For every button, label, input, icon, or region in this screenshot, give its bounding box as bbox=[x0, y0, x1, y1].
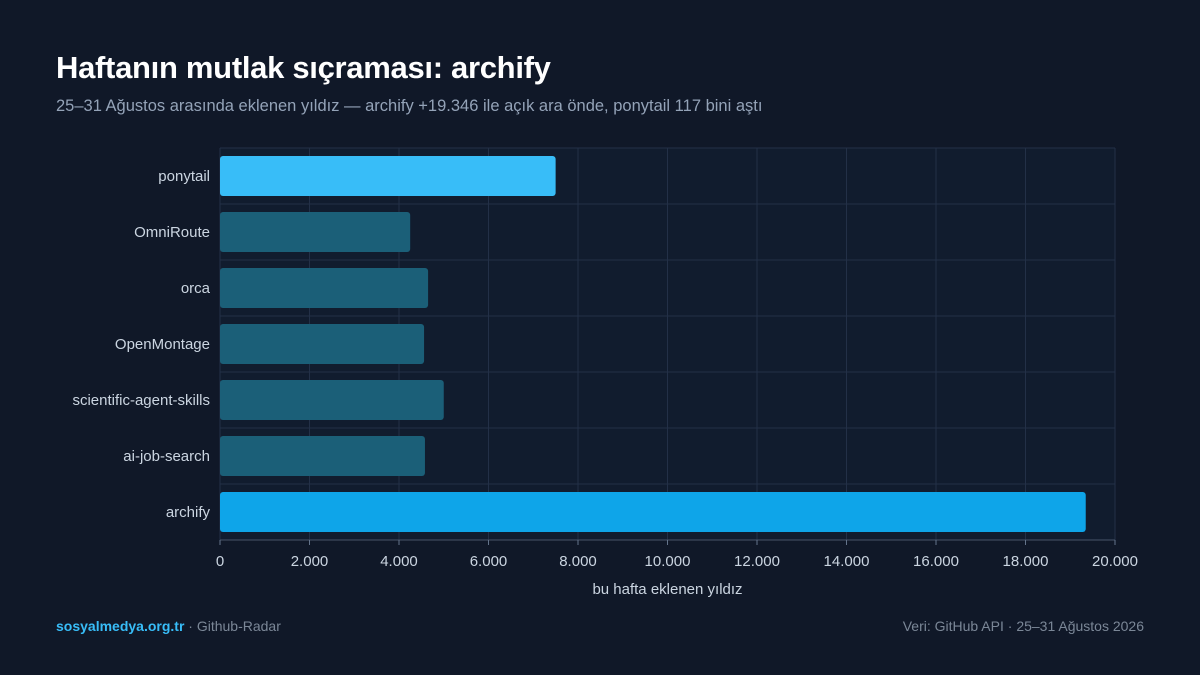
category-label: archify bbox=[166, 504, 211, 521]
x-axis-label: bu hafta eklenen yıldız bbox=[592, 581, 742, 598]
bar-ai-job-search bbox=[220, 436, 425, 476]
x-tick-label: 18.000 bbox=[1003, 553, 1049, 570]
footer-separator: · bbox=[184, 618, 197, 634]
x-tick-label: 4.000 bbox=[380, 553, 418, 570]
bar-OpenMontage bbox=[220, 324, 425, 364]
chart-title: Haftanın mutlak sıçraması: archify bbox=[56, 50, 551, 85]
x-tick-label: 8.000 bbox=[559, 553, 597, 570]
x-tick-label: 2.000 bbox=[291, 553, 329, 570]
bar-scientific-agent-skills bbox=[220, 380, 444, 420]
category-label: OpenMontage bbox=[115, 336, 210, 353]
bar-orca bbox=[220, 268, 429, 308]
x-tick-label: 10.000 bbox=[645, 553, 691, 570]
category-label: ai-job-search bbox=[123, 448, 210, 465]
x-tick-label: 0 bbox=[216, 553, 224, 570]
footer-project: Github-Radar bbox=[196, 618, 281, 634]
chart-subtitle: 25–31 Ağustos arasında eklenen yıldız — … bbox=[56, 97, 763, 115]
category-label: OmniRoute bbox=[134, 224, 210, 241]
bar-archify bbox=[220, 492, 1086, 532]
brand-link[interactable]: sosyalmedya.org.tr bbox=[56, 618, 185, 634]
x-tick-label: 14.000 bbox=[824, 553, 870, 570]
x-tick-label: 16.000 bbox=[913, 553, 959, 570]
x-tick-label: 20.000 bbox=[1092, 553, 1138, 570]
category-label: ponytail bbox=[158, 168, 210, 185]
data-source: Veri: GitHub API · 25–31 Ağustos 2026 bbox=[902, 618, 1144, 634]
bar-OmniRoute bbox=[220, 212, 411, 252]
footer-credit: sosyalmedya.org.tr · Github-Radar bbox=[56, 618, 281, 634]
x-tick-label: 6.000 bbox=[470, 553, 508, 570]
category-label: scientific-agent-skills bbox=[72, 392, 210, 409]
bar-ponytail bbox=[220, 156, 556, 196]
category-label: orca bbox=[181, 280, 211, 297]
x-tick-label: 12.000 bbox=[734, 553, 780, 570]
